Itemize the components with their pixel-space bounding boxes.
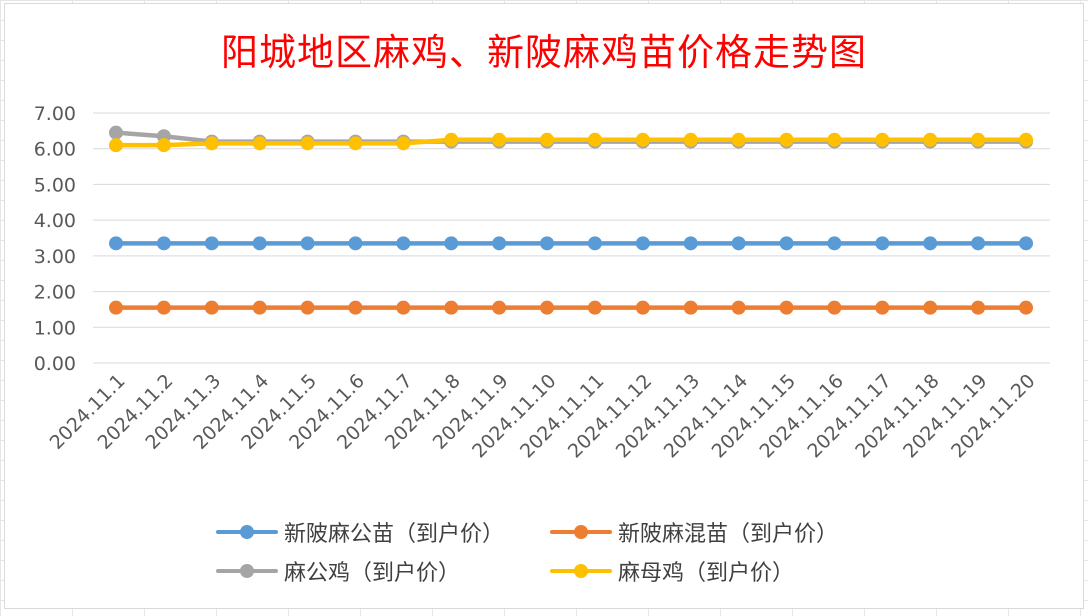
data-point-s1-4[interactable] — [300, 300, 315, 315]
data-point-s3-17[interactable] — [923, 132, 938, 147]
data-point-s1-15[interactable] — [827, 300, 842, 315]
legend-label-0: 新陂麻公苗（到户价） — [284, 522, 505, 547]
data-point-s3-12[interactable] — [683, 132, 698, 147]
data-point-s1-19[interactable] — [1019, 300, 1033, 315]
data-point-s0-17[interactable] — [923, 236, 938, 251]
legend-item-series-2[interactable]: 麻公鸡（到户价） — [216, 556, 460, 586]
data-point-s1-16[interactable] — [875, 300, 890, 315]
data-point-s3-1[interactable] — [156, 138, 171, 153]
data-point-s0-8[interactable] — [492, 236, 507, 251]
data-point-s1-12[interactable] — [683, 300, 698, 315]
data-point-s3-7[interactable] — [444, 132, 459, 147]
data-point-s1-13[interactable] — [731, 300, 746, 315]
data-point-s3-4[interactable] — [300, 136, 315, 151]
data-point-s0-6[interactable] — [396, 236, 411, 251]
data-point-s1-18[interactable] — [971, 300, 986, 315]
data-point-s3-14[interactable] — [779, 132, 794, 147]
y-tick-label-6: 6.00 — [34, 139, 76, 161]
data-point-s3-16[interactable] — [875, 132, 890, 147]
data-point-s0-7[interactable] — [444, 236, 459, 251]
legend-swatch-1 — [550, 517, 612, 547]
data-point-s1-11[interactable] — [635, 300, 650, 315]
data-point-s0-3[interactable] — [252, 236, 267, 251]
data-point-s0-18[interactable] — [971, 236, 986, 251]
data-point-s3-10[interactable] — [587, 132, 602, 147]
legend-label-1: 新陂麻混苗（到户价） — [618, 522, 839, 547]
series-lines — [113, 130, 1029, 310]
legend-swatch-2 — [216, 556, 278, 586]
data-point-s3-8[interactable] — [492, 132, 507, 147]
data-point-s1-1[interactable] — [156, 300, 171, 315]
series-line-3[interactable] — [113, 137, 1029, 148]
data-point-s1-2[interactable] — [204, 300, 219, 315]
data-point-s3-9[interactable] — [540, 132, 555, 147]
legend-item-series-0[interactable]: 新陂麻公苗（到户价） — [216, 517, 504, 547]
data-point-s2-0[interactable] — [109, 125, 123, 140]
data-point-s0-12[interactable] — [683, 236, 698, 251]
y-tick-label-2: 2.00 — [34, 282, 76, 304]
legend-swatch-0 — [216, 517, 278, 547]
legend-item-series-1[interactable]: 新陂麻混苗（到户价） — [550, 517, 838, 547]
data-point-s0-1[interactable] — [156, 236, 171, 251]
data-point-s3-0[interactable] — [109, 138, 123, 153]
series-points — [109, 125, 1033, 315]
data-point-s3-19[interactable] — [1019, 132, 1033, 147]
y-tick-label-0: 0.00 — [34, 353, 76, 375]
data-point-s1-10[interactable] — [587, 300, 602, 315]
data-point-s3-6[interactable] — [396, 136, 411, 151]
data-point-s1-7[interactable] — [444, 300, 459, 315]
data-point-s3-11[interactable] — [635, 132, 650, 147]
data-point-s3-13[interactable] — [731, 132, 746, 147]
data-point-s3-2[interactable] — [204, 136, 219, 151]
data-point-s1-0[interactable] — [109, 300, 123, 315]
y-tick-label-4: 4.00 — [34, 210, 76, 232]
gridlines — [93, 112, 1050, 364]
data-point-s1-6[interactable] — [396, 300, 411, 315]
data-point-s0-13[interactable] — [731, 236, 746, 251]
data-point-s0-15[interactable] — [827, 236, 842, 251]
data-point-s0-11[interactable] — [635, 236, 650, 251]
y-tick-label-1: 1.00 — [34, 317, 76, 339]
data-point-s0-0[interactable] — [109, 236, 123, 251]
data-point-s3-15[interactable] — [827, 132, 842, 147]
data-point-s0-9[interactable] — [540, 236, 555, 251]
y-axis-ticks: 0.00 1.00 2.00 3.00 4.00 5.00 6.00 7.00 — [34, 103, 76, 375]
y-tick-label-7: 7.00 — [34, 103, 76, 125]
data-point-s1-5[interactable] — [348, 300, 363, 315]
data-point-s3-5[interactable] — [348, 136, 363, 151]
data-point-s1-14[interactable] — [779, 300, 794, 315]
data-point-s0-2[interactable] — [204, 236, 219, 251]
data-point-s0-19[interactable] — [1019, 236, 1033, 251]
x-axis-ticks: 2024.11.12024.11.22024.11.32024.11.42024… — [46, 370, 1040, 462]
legend-label-3: 麻母鸡（到户价） — [618, 561, 795, 586]
data-point-s3-18[interactable] — [971, 132, 986, 147]
data-point-s1-9[interactable] — [540, 300, 555, 315]
data-point-s3-3[interactable] — [252, 136, 267, 151]
chart-title: 阳城地区麻鸡、新陂麻鸡苗价格走势图 — [221, 31, 867, 74]
data-point-s1-8[interactable] — [492, 300, 507, 315]
data-point-s0-10[interactable] — [587, 236, 602, 251]
data-point-s1-17[interactable] — [923, 300, 938, 315]
data-point-s1-3[interactable] — [252, 300, 267, 315]
data-point-s0-14[interactable] — [779, 236, 794, 251]
legend-item-series-3[interactable]: 麻母鸡（到户价） — [550, 556, 794, 586]
data-point-s0-5[interactable] — [348, 236, 363, 251]
data-point-s0-4[interactable] — [300, 236, 315, 251]
y-tick-label-5: 5.00 — [34, 174, 76, 196]
y-tick-label-3: 3.00 — [34, 246, 76, 268]
data-point-s0-16[interactable] — [875, 236, 890, 251]
legend-swatch-3 — [550, 556, 612, 586]
legend-label-2: 麻公鸡（到户价） — [284, 561, 461, 586]
